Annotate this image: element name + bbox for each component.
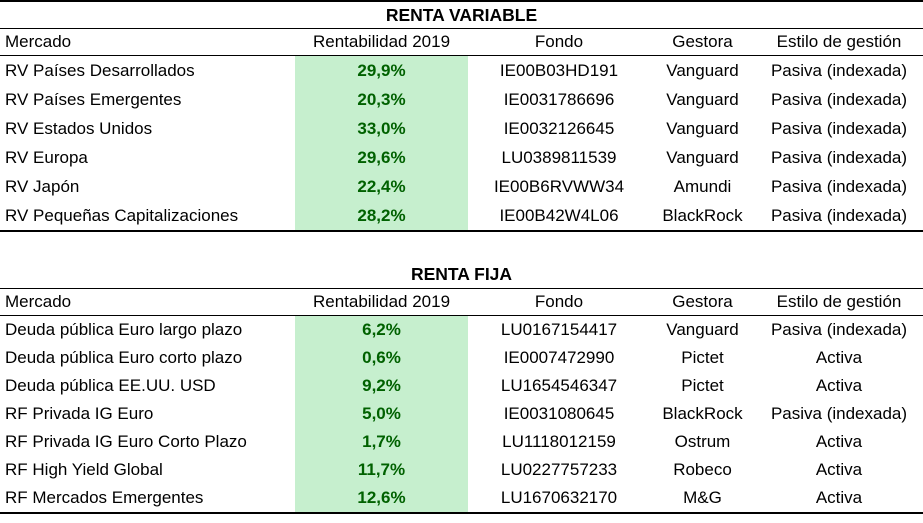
market-cell: Deuda pública Euro largo plazo [5,320,243,339]
style-cell: Activa [815,488,863,507]
table-title: RENTA VARIABLE [0,2,923,29]
isin-cell: LU1670632170 [500,488,618,507]
column-header-mercado: Mercado [5,32,72,51]
manager-cell: Amundi [673,176,732,196]
table-row: RV Europa 29,6% LU0389811539 Vanguard Pa… [0,143,923,172]
column-header-rentabilidad: Rentabilidad 2019 [312,32,451,51]
isin-cell: LU1118012159 [502,432,616,451]
table-row: Deuda pública Euro largo plazo 6,2% LU01… [0,316,923,344]
manager-cell: Vanguard [666,60,739,80]
market-cell: RF High Yield Global [5,460,163,479]
table-row: RV Países Desarrollados 29,9% IE00B03HD1… [0,56,923,85]
table-row: Deuda pública EE.UU. USD 9,2% LU16545463… [0,372,923,400]
return-cell: 28,2% [295,201,468,230]
return-cell: 12,6% [295,484,468,512]
return-cell: 22,4% [295,172,468,201]
column-header-gestora: Gestora [672,32,733,51]
manager-cell: Vanguard [666,147,739,167]
renta-fija-table: RENTA FIJA Mercado Rentabilidad 2019 Fon… [0,260,923,514]
isin-cell: LU0227757233 [500,460,618,479]
column-header-estilo: Estilo de gestión [776,292,902,311]
isin-cell: IE0031080645 [503,404,615,423]
table-row: Deuda pública Euro corto plazo 0,6% IE00… [0,344,923,372]
isin-cell: IE00B6RVWW34 [493,176,625,196]
market-cell: RV Países Emergentes [5,89,182,109]
manager-cell: Vanguard [666,320,739,339]
isin-cell: IE0031786696 [503,89,615,109]
return-cell: 1,7% [295,428,468,456]
column-header-fondo: Fondo [534,292,584,311]
isin-cell: IE00B03HD191 [499,60,619,80]
table-row: RV Pequeñas Capitalizaciones 28,2% IE00B… [0,201,923,230]
isin-cell: LU0167154417 [500,320,618,339]
renta-variable-table: RENTA VARIABLE Mercado Rentabilidad 2019… [0,0,923,232]
isin-cell: IE0007472990 [503,348,615,367]
return-cell: 29,6% [295,143,468,172]
style-cell: Activa [815,376,863,395]
style-cell: Activa [815,348,863,367]
column-header-estilo: Estilo de gestión [776,32,902,51]
manager-cell: Vanguard [666,89,739,109]
manager-cell: Robeco [673,460,732,479]
return-cell: 6,2% [295,316,468,344]
column-header-gestora: Gestora [672,292,733,311]
isin-cell: IE0032126645 [503,118,615,138]
table-row: RV Japón 22,4% IE00B6RVWW34 Amundi Pasiv… [0,172,923,201]
return-cell: 0,6% [295,344,468,372]
style-cell: Pasiva (indexada) [770,176,908,196]
column-header-rentabilidad: Rentabilidad 2019 [312,292,451,311]
market-cell: Deuda pública EE.UU. USD [5,376,216,395]
market-cell: RF Privada IG Euro [5,404,154,423]
market-cell: RV Pequeñas Capitalizaciones [5,205,239,225]
style-cell: Pasiva (indexada) [770,404,908,423]
isin-cell: LU0389811539 [501,147,617,167]
market-cell: Deuda pública Euro corto plazo [5,348,243,367]
table-body: RV Países Desarrollados 29,9% IE00B03HD1… [0,56,923,232]
return-cell: 33,0% [295,114,468,143]
style-cell: Activa [815,432,863,451]
style-cell: Pasiva (indexada) [770,205,908,225]
return-cell: 5,0% [295,400,468,428]
market-cell: RV Países Desarrollados [5,60,195,80]
manager-cell: Ostrum [674,432,731,451]
style-cell: Pasiva (indexada) [770,147,908,167]
style-cell: Pasiva (indexada) [770,60,908,80]
market-cell: RF Mercados Emergentes [5,488,204,507]
table-header-row: Mercado Rentabilidad 2019 Fondo Gestora … [0,29,923,56]
return-cell: 9,2% [295,372,468,400]
column-header-fondo: Fondo [534,32,584,51]
manager-cell: Pictet [681,348,724,367]
market-cell: RV Europa [5,147,88,167]
table-row: RV Estados Unidos 33,0% IE0032126645 Van… [0,114,923,143]
market-cell: RV Estados Unidos [5,118,153,138]
table-row: RF High Yield Global 11,7% LU0227757233 … [0,456,923,484]
table-header-row: Mercado Rentabilidad 2019 Fondo Gestora … [0,289,923,316]
manager-cell: Vanguard [666,118,739,138]
isin-cell: LU1654546347 [500,376,618,395]
table-body: Deuda pública Euro largo plazo 6,2% LU01… [0,316,923,514]
table-row: RF Privada IG Euro Corto Plazo 1,7% LU11… [0,428,923,456]
table-row: RF Privada IG Euro 5,0% IE0031080645 Bla… [0,400,923,428]
manager-cell: Pictet [681,376,724,395]
isin-cell: IE00B42W4L06 [499,205,619,225]
return-cell: 11,7% [295,456,468,484]
table-row: RF Mercados Emergentes 12,6% LU167063217… [0,484,923,512]
manager-cell: BlackRock [662,404,743,423]
style-cell: Pasiva (indexada) [770,118,908,138]
manager-cell: BlackRock [662,205,743,225]
market-cell: RV Japón [5,176,80,196]
table-title: RENTA FIJA [0,260,923,289]
manager-cell: M&G [683,488,722,507]
style-cell: Pasiva (indexada) [770,89,908,109]
table-row: RV Países Emergentes 20,3% IE0031786696 … [0,85,923,114]
return-cell: 29,9% [295,56,468,85]
style-cell: Activa [815,460,863,479]
column-header-mercado: Mercado [5,292,72,311]
market-cell: RF Privada IG Euro Corto Plazo [5,432,247,451]
return-cell: 20,3% [295,85,468,114]
style-cell: Pasiva (indexada) [770,320,908,339]
